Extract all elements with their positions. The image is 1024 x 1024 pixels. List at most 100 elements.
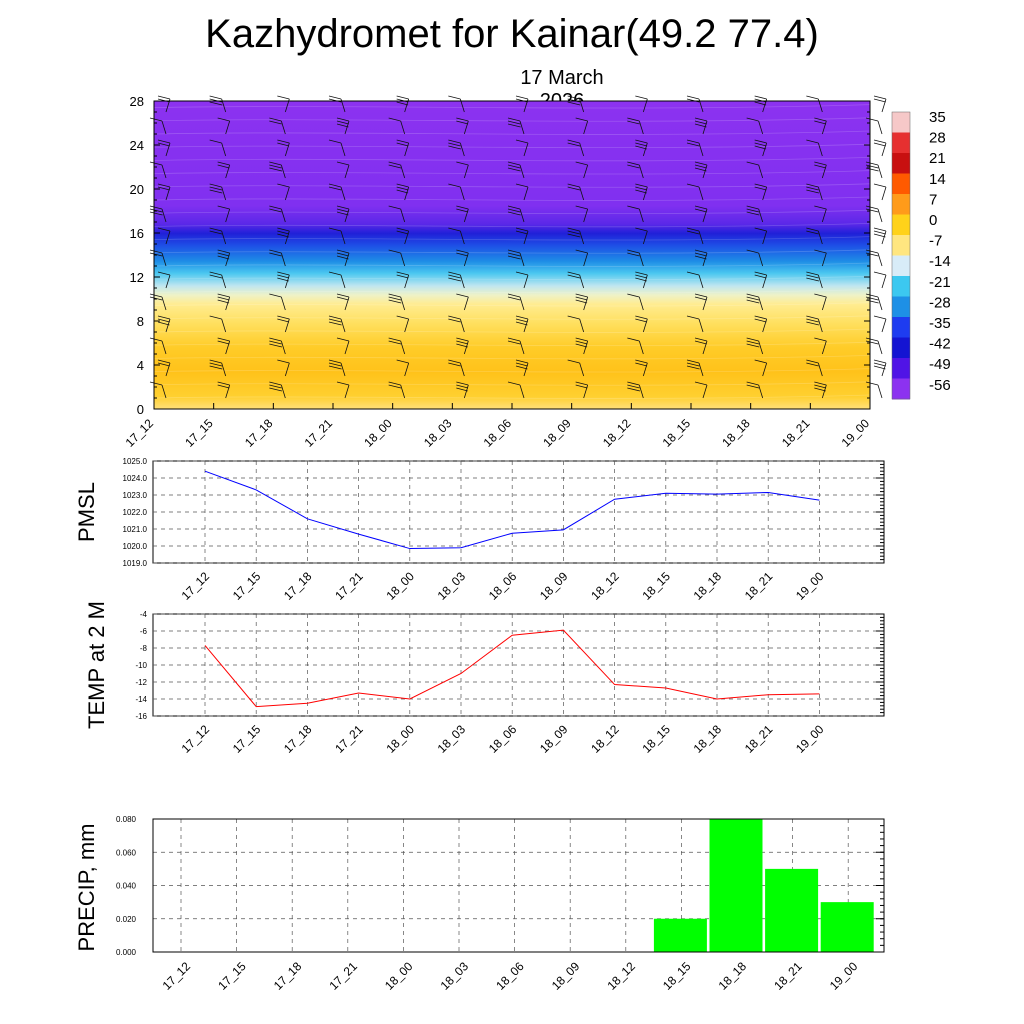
wind-barb bbox=[575, 249, 589, 267]
wind-barb bbox=[865, 293, 883, 311]
x-tick-label: 19_00 bbox=[827, 959, 861, 993]
wind-barb bbox=[686, 183, 704, 201]
y-tick-label: -8 bbox=[140, 644, 148, 653]
wind-barb bbox=[269, 205, 286, 223]
pmsl-line bbox=[204, 470, 820, 550]
x-tick-label: 17_15 bbox=[230, 722, 264, 756]
colorbar-label: 0 bbox=[929, 212, 937, 229]
colorbar-label: 14 bbox=[929, 171, 946, 188]
x-tick-label: 18_00 bbox=[383, 569, 417, 603]
colorbar-label: -28 bbox=[929, 294, 951, 311]
x-tick-label: 18_21 bbox=[771, 959, 805, 993]
wind-barb bbox=[746, 117, 764, 135]
wind-barb bbox=[746, 249, 764, 267]
colorbar-label: -7 bbox=[929, 233, 942, 250]
panel-frame bbox=[152, 613, 885, 717]
x-tick-label: 17_18 bbox=[281, 722, 315, 756]
x-tick-label: 17_15 bbox=[182, 416, 216, 450]
wind-barb bbox=[635, 271, 648, 289]
wind-barb bbox=[217, 205, 231, 223]
colorbar-swatch bbox=[892, 317, 910, 338]
x-tick-label: 18_18 bbox=[691, 569, 725, 603]
colorbar-swatch bbox=[892, 296, 910, 318]
wind-barb bbox=[336, 337, 350, 355]
colorbar-swatch bbox=[892, 276, 910, 297]
temperature-contour bbox=[153, 381, 871, 386]
wind-barb bbox=[575, 117, 589, 135]
wind-barb bbox=[806, 315, 823, 333]
wind-barb bbox=[627, 249, 644, 267]
x-tick-label: 17_12 bbox=[179, 569, 213, 603]
wind-barb bbox=[754, 227, 768, 245]
wind-barb bbox=[336, 205, 350, 223]
wind-barb bbox=[448, 359, 465, 377]
wind-barb bbox=[567, 359, 585, 377]
wind-barb bbox=[507, 205, 525, 223]
wind-barb bbox=[157, 183, 171, 201]
wind-barb bbox=[686, 227, 704, 245]
wind-barb bbox=[396, 359, 410, 377]
x-tick-label: 18_03 bbox=[435, 569, 469, 603]
colorbar-swatch bbox=[892, 112, 910, 133]
axis-title: TEMP at 2 M bbox=[84, 601, 109, 729]
temp-line bbox=[204, 629, 820, 708]
wind-barb bbox=[277, 271, 290, 289]
wind-barb bbox=[336, 293, 350, 311]
y-tick-label: 0.040 bbox=[116, 882, 137, 891]
x-tick-label: 18_15 bbox=[639, 569, 673, 603]
y-tick-label: 0.060 bbox=[116, 848, 137, 857]
x-tick-label: 18_06 bbox=[486, 722, 520, 756]
wind-barb bbox=[157, 227, 171, 245]
wind-barb bbox=[865, 337, 883, 355]
temperature-contour bbox=[153, 104, 871, 109]
wind-barb bbox=[865, 117, 883, 135]
wind-barb bbox=[873, 315, 887, 333]
wind-barb bbox=[277, 227, 290, 245]
x-tick-label: 18_15 bbox=[660, 959, 694, 993]
temperature-contour bbox=[153, 157, 871, 162]
wind-barb bbox=[635, 183, 648, 201]
axis-title: PRECIP, mm bbox=[74, 824, 99, 952]
wind-barb bbox=[575, 161, 589, 179]
wind-barb bbox=[515, 183, 529, 201]
colorbar-swatch bbox=[892, 214, 910, 236]
wind-barb bbox=[217, 249, 231, 267]
wind-barb bbox=[388, 117, 406, 135]
x-tick-label: 17_21 bbox=[332, 722, 366, 756]
x-tick-label: 18_15 bbox=[639, 722, 673, 756]
wind-barb bbox=[806, 227, 823, 245]
x-tick-label: 17_18 bbox=[281, 569, 315, 603]
wind-barb bbox=[865, 381, 883, 399]
colorbar-swatch bbox=[892, 337, 910, 359]
wind-barb bbox=[507, 161, 525, 179]
wind-barb bbox=[873, 139, 887, 157]
wind-barb bbox=[157, 359, 171, 377]
wind-barb bbox=[209, 315, 227, 333]
y-tick-label: -12 bbox=[135, 678, 147, 687]
wind-barb bbox=[388, 249, 406, 267]
wind-barb bbox=[217, 117, 231, 135]
wind-barb bbox=[456, 381, 469, 399]
wind-barb bbox=[277, 139, 290, 157]
wind-barb bbox=[814, 161, 827, 179]
wind-barb bbox=[388, 337, 406, 355]
temperature-contour bbox=[153, 170, 871, 175]
wind-barb bbox=[217, 381, 231, 399]
wind-barb bbox=[873, 227, 887, 245]
colorbar-swatch bbox=[892, 173, 910, 195]
y-tick-label: 16 bbox=[130, 226, 144, 241]
wind-barb bbox=[448, 139, 465, 157]
temperature-contour bbox=[153, 196, 871, 201]
colorbar-label: 21 bbox=[929, 150, 946, 167]
wind-barb bbox=[627, 161, 644, 179]
chart-title: Kazhydromet for Kainar(49.2 77.4) bbox=[205, 12, 819, 56]
x-tick-label: 18_21 bbox=[779, 416, 813, 450]
y-tick-label: 0 bbox=[137, 402, 144, 417]
temperature-contour bbox=[153, 262, 871, 267]
wind-barb bbox=[814, 381, 827, 399]
wind-barb bbox=[217, 337, 231, 355]
temperature-field bbox=[154, 101, 870, 409]
colorbar-label: -35 bbox=[929, 315, 951, 332]
y-tick-label: 20 bbox=[130, 182, 144, 197]
x-tick-label: 18_21 bbox=[742, 569, 776, 603]
